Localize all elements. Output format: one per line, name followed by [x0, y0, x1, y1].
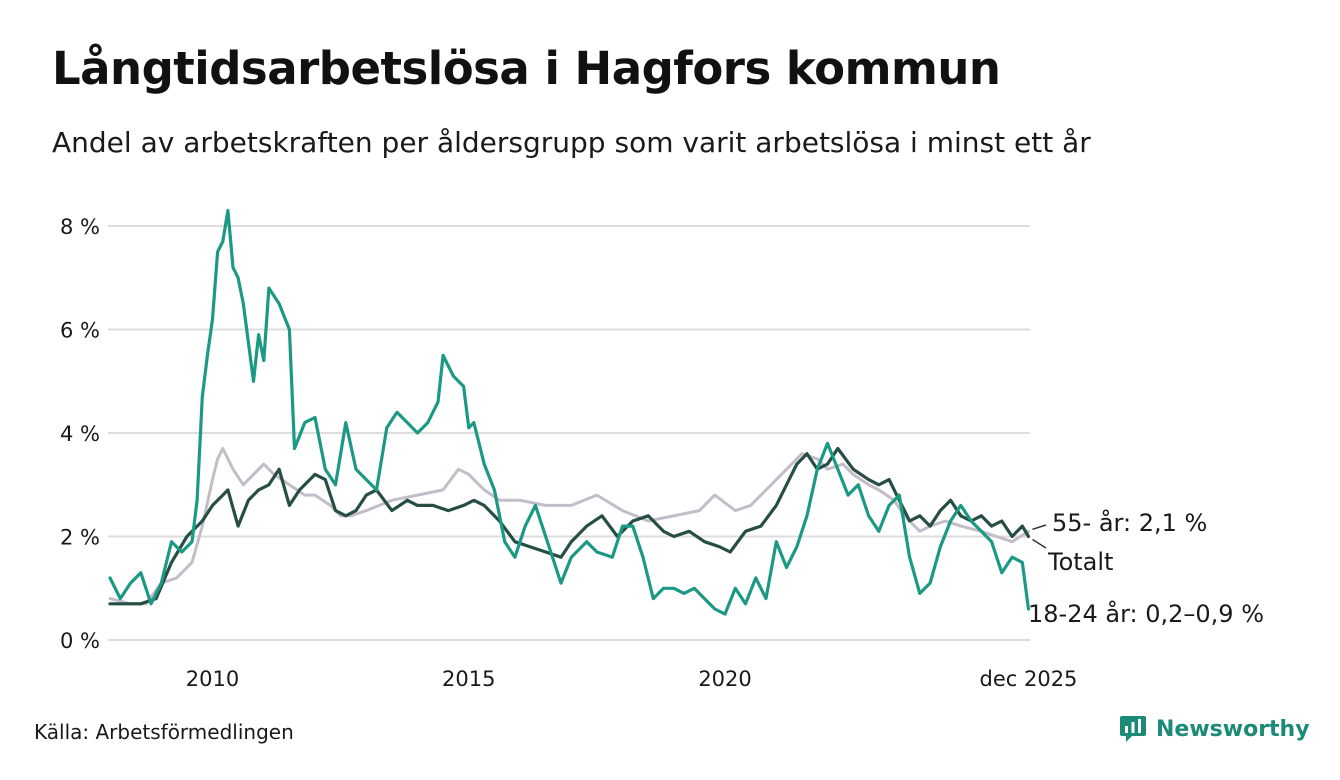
x-axis: 2010 2015 2020 dec 2025	[186, 667, 1078, 691]
brand-name: Newsworthy	[1156, 716, 1310, 742]
label-leader-older	[1032, 524, 1047, 531]
grid	[108, 225, 1030, 641]
series-labels: 55- år: 2,1 % Totalt 18-24 år: 0,2–0,9 %	[1028, 508, 1264, 628]
series-line-young	[108, 208, 1031, 616]
series-line-total	[108, 446, 1031, 606]
y-tick-label: 0 %	[60, 629, 100, 653]
x-tick-label: 2015	[442, 667, 495, 691]
series-label-older: 55- år: 2,1 %	[1052, 508, 1207, 537]
y-tick-label: 4 %	[60, 422, 100, 446]
y-tick-label: 8 %	[60, 215, 100, 239]
x-tick-label: 2020	[698, 667, 751, 691]
y-axis: 0 % 2 % 4 % 6 % 8 %	[60, 215, 100, 653]
y-tick-label: 6 %	[60, 319, 100, 343]
series-label-young: 18-24 år: 0,2–0,9 %	[1028, 599, 1264, 628]
newsworthy-icon	[1120, 716, 1146, 742]
source-note: Källa: Arbetsförmedlingen	[34, 720, 294, 744]
series-label-total: Totalt	[1047, 548, 1113, 576]
brand-logo: Newsworthy	[1118, 714, 1310, 744]
x-tick-label: dec 2025	[980, 667, 1078, 691]
line-chart: 0 % 2 % 4 % 6 % 8 % 2010 2015 2020 dec 2025 55-…	[60, 208, 1264, 691]
label-leader-total	[1032, 538, 1047, 549]
page-title: Långtidsarbetslösa i Hagfors kommun	[52, 42, 1001, 95]
series-lines	[108, 208, 1031, 616]
page-subtitle: Andel av arbetskraften per åldersgrupp s…	[52, 126, 1091, 159]
y-tick-label: 2 %	[60, 526, 100, 550]
x-tick-label: 2010	[186, 667, 239, 691]
series-line-older	[108, 447, 1030, 606]
